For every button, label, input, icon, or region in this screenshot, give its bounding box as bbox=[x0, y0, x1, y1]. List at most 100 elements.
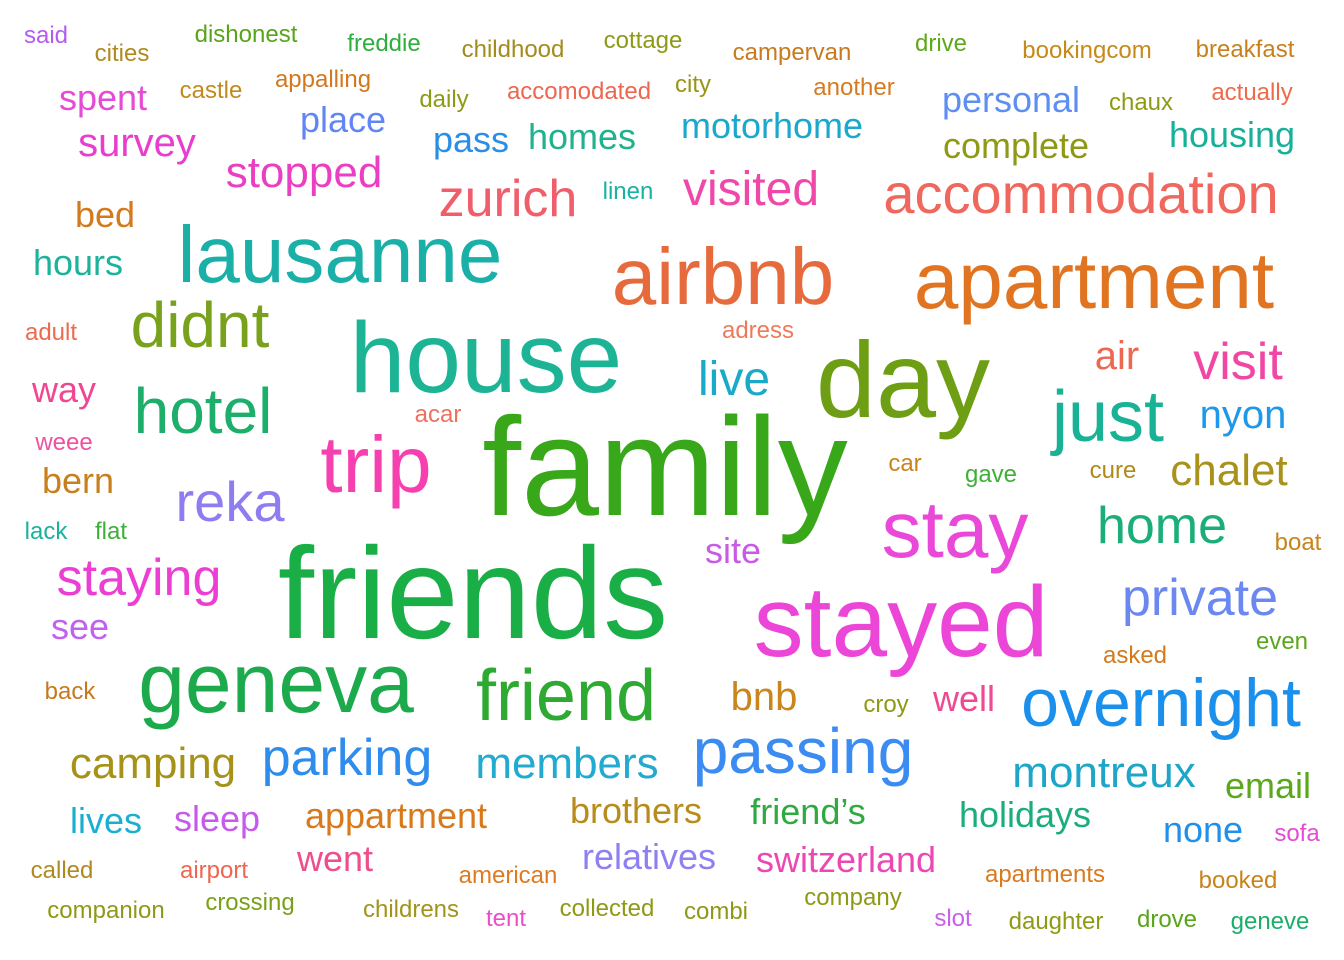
word-members: members bbox=[475, 739, 659, 788]
word-brothers: brothers bbox=[569, 790, 703, 831]
word-hotel: hotel bbox=[133, 375, 273, 447]
word-spent: spent bbox=[58, 77, 148, 118]
word-holidays: holidays bbox=[958, 794, 1092, 835]
word-childhood: childhood bbox=[461, 36, 565, 63]
word-apartment: apartment bbox=[913, 236, 1275, 325]
word-cities: cities bbox=[94, 40, 150, 67]
word-friends: friends bbox=[277, 520, 669, 666]
word-reka: reka bbox=[175, 470, 285, 533]
word-childrens: childrens bbox=[362, 896, 460, 923]
word-tent: tent bbox=[485, 905, 527, 932]
word-montreux: montreux bbox=[1012, 748, 1196, 797]
word-lack: lack bbox=[24, 518, 68, 545]
word-lausanne: lausanne bbox=[177, 210, 503, 299]
word-sofa: sofa bbox=[1274, 820, 1320, 847]
word-accomodated: accomodated bbox=[506, 78, 652, 105]
word-bnb: bnb bbox=[730, 675, 798, 719]
word-chalet: chalet bbox=[1170, 446, 1288, 495]
word-daughter: daughter bbox=[1008, 908, 1104, 935]
word-adress: adress bbox=[721, 317, 795, 344]
word-staying: staying bbox=[56, 549, 222, 607]
word-just: just bbox=[1051, 377, 1165, 457]
word-switzerland: switzerland bbox=[755, 839, 937, 880]
word-private: private bbox=[1121, 569, 1279, 627]
word-linen: linen bbox=[602, 178, 654, 205]
word-said: said bbox=[23, 22, 69, 49]
word-campervan: campervan bbox=[732, 39, 852, 66]
word-stopped: stopped bbox=[225, 148, 383, 197]
word-place: place bbox=[299, 99, 387, 140]
word-motorhome: motorhome bbox=[680, 105, 864, 146]
word-freddie: freddie bbox=[347, 30, 421, 57]
word-relatives: relatives bbox=[581, 836, 717, 877]
word-email: email bbox=[1224, 765, 1312, 806]
word-complete: complete bbox=[942, 125, 1090, 166]
word-hours: hours bbox=[32, 242, 124, 283]
word-nyon: nyon bbox=[1199, 393, 1287, 437]
word-bern: bern bbox=[41, 460, 115, 501]
word-geneva: geneva bbox=[138, 636, 414, 730]
word-family: family bbox=[482, 388, 848, 545]
word-friend: friend bbox=[475, 656, 657, 736]
word-lives: lives bbox=[69, 800, 143, 841]
word-house: house bbox=[349, 302, 623, 414]
word-castle: castle bbox=[179, 77, 243, 104]
word-breakfast: breakfast bbox=[1195, 36, 1295, 63]
word-appalling: appalling bbox=[274, 66, 372, 93]
word-air: air bbox=[1094, 334, 1140, 378]
word-cure: cure bbox=[1089, 457, 1137, 484]
word-american: american bbox=[458, 862, 558, 889]
word-even: even bbox=[1255, 628, 1309, 655]
word-stay: stay bbox=[881, 485, 1029, 574]
word-another: another bbox=[813, 74, 895, 101]
word-day: day bbox=[815, 319, 991, 440]
word-didnt: didnt bbox=[130, 289, 270, 361]
word-drove: drove bbox=[1136, 906, 1198, 933]
word-flat: flat bbox=[94, 518, 128, 545]
word-visited: visited bbox=[682, 163, 820, 216]
word-parking: parking bbox=[261, 729, 433, 787]
word-apartments: apartments bbox=[984, 861, 1106, 888]
word-adult: adult bbox=[24, 319, 78, 346]
word-see: see bbox=[50, 606, 110, 647]
word-collected: collected bbox=[559, 895, 655, 922]
word-passing: passing bbox=[692, 715, 914, 787]
word-stayed: stayed bbox=[753, 566, 1049, 678]
word-site: site bbox=[704, 530, 762, 571]
word-homes: homes bbox=[527, 116, 637, 157]
word-gave: gave bbox=[964, 461, 1018, 488]
word-accommodation: accommodation bbox=[883, 162, 1279, 225]
word-back: back bbox=[44, 678, 96, 705]
word-car: car bbox=[888, 450, 922, 477]
word-called: called bbox=[30, 857, 94, 884]
word-pass: pass bbox=[432, 119, 510, 160]
word-friend-s: friend’s bbox=[750, 791, 866, 832]
word-survey: survey bbox=[78, 121, 196, 165]
word-overnight: overnight bbox=[1021, 665, 1301, 741]
word-acar: acar bbox=[414, 401, 462, 428]
word-asked: asked bbox=[1102, 642, 1168, 669]
word-booked: booked bbox=[1198, 867, 1278, 894]
word-combi: combi bbox=[683, 898, 749, 925]
word-bookingcom: bookingcom bbox=[1022, 37, 1152, 64]
word-companion: companion bbox=[47, 897, 165, 924]
word-none: none bbox=[1162, 809, 1244, 850]
word-boat: boat bbox=[1274, 529, 1322, 556]
word-camping: camping bbox=[69, 739, 237, 788]
word-chaux: chaux bbox=[1108, 89, 1174, 116]
word-bed: bed bbox=[74, 194, 136, 235]
word-cottage: cottage bbox=[603, 27, 683, 54]
word-sleep: sleep bbox=[173, 798, 261, 839]
word-housing: housing bbox=[1168, 114, 1296, 155]
word-dishonest: dishonest bbox=[194, 21, 298, 48]
word-airport: airport bbox=[179, 857, 249, 884]
word-well: well bbox=[932, 678, 996, 719]
word-zurich: zurich bbox=[438, 170, 578, 228]
word-geneve: geneve bbox=[1230, 908, 1310, 935]
word-weee: weee bbox=[35, 429, 93, 456]
word-slot: slot bbox=[934, 905, 972, 932]
word-went: went bbox=[296, 838, 374, 879]
word-company: company bbox=[804, 884, 902, 911]
word-live: live bbox=[697, 353, 771, 406]
